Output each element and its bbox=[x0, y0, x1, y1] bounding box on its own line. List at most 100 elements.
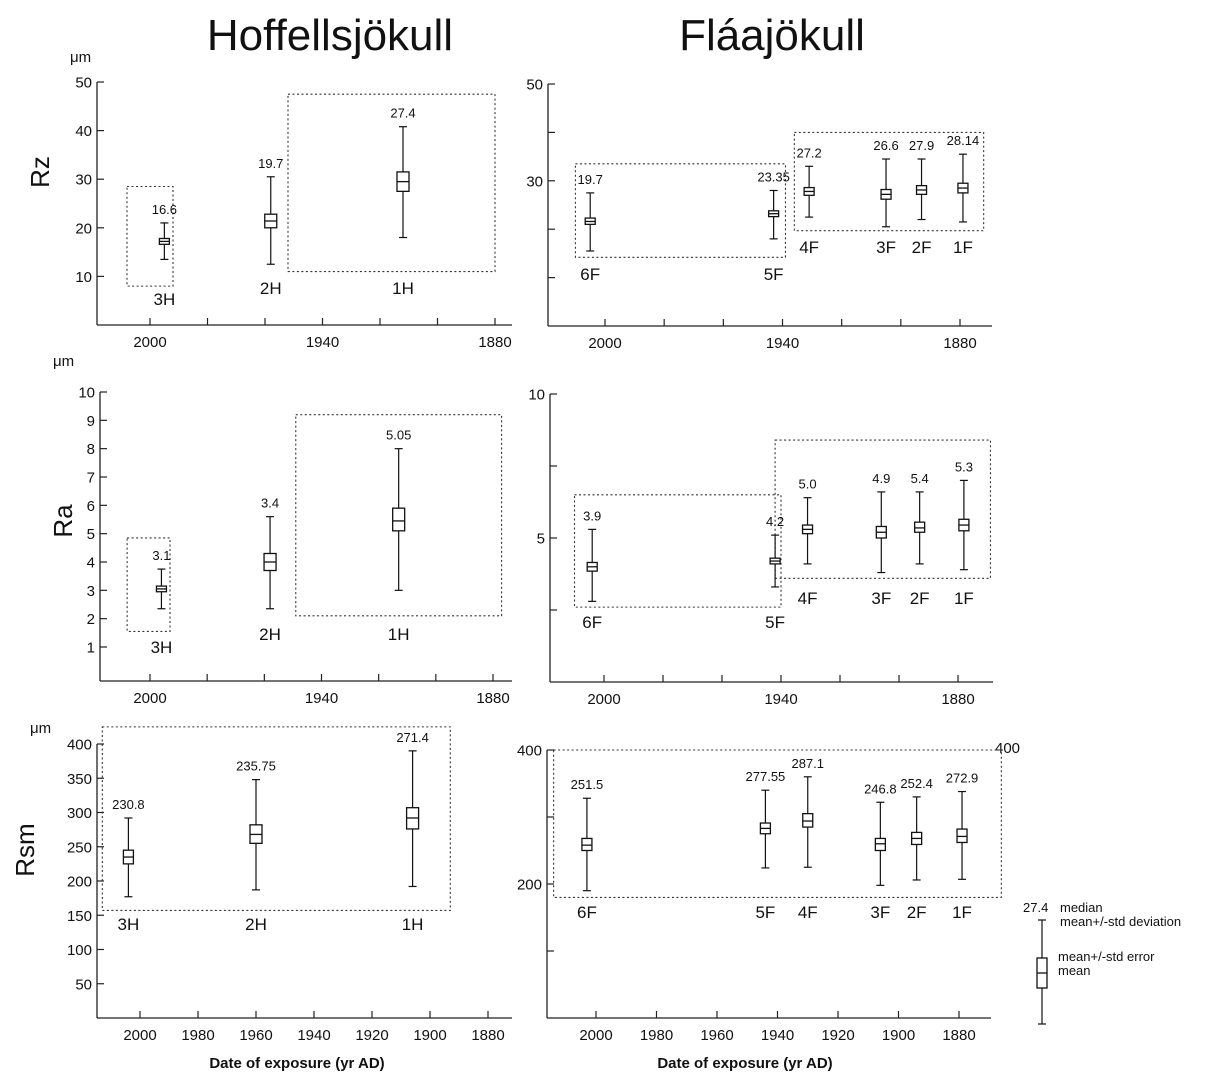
group-label: 1H bbox=[402, 915, 424, 934]
y-tick-label: 50 bbox=[75, 976, 92, 993]
group-label: 3F bbox=[870, 903, 890, 922]
group-box bbox=[774, 439, 991, 579]
group-label: 3H bbox=[154, 290, 176, 309]
x-tick-label: 1900 bbox=[413, 1027, 446, 1044]
group-label: 5F bbox=[765, 613, 785, 632]
x-tick-label: 1980 bbox=[640, 1027, 673, 1044]
x-tick-label: 1940 bbox=[305, 690, 338, 707]
row-label-ra: Ra bbox=[48, 504, 78, 538]
x-tick-label: 1940 bbox=[761, 1027, 794, 1044]
group-label: 1F bbox=[954, 589, 974, 608]
x-tick-label: 1920 bbox=[355, 1027, 388, 1044]
group-label: 6F bbox=[580, 265, 600, 284]
y-tick-label: 40 bbox=[75, 123, 92, 140]
median-label: 287.1 bbox=[791, 756, 824, 771]
group-label: 2F bbox=[912, 238, 932, 257]
x-tick-label: 1940 bbox=[306, 334, 339, 351]
x-tick-label: 1880 bbox=[476, 690, 509, 707]
group-label: 4F bbox=[799, 238, 819, 257]
median-label: 19.7 bbox=[258, 156, 283, 171]
x-tick-label: 2000 bbox=[579, 1027, 612, 1044]
median-label: 235.75 bbox=[236, 759, 276, 774]
group-label: 2H bbox=[259, 625, 281, 644]
se-box bbox=[874, 837, 886, 852]
x-tick-label: 2000 bbox=[133, 334, 166, 351]
legend-value: 27.4 bbox=[1023, 900, 1048, 915]
group-label: 1H bbox=[392, 279, 414, 298]
group-box bbox=[101, 726, 451, 912]
median-label: 28.14 bbox=[947, 133, 980, 148]
se-box bbox=[956, 828, 968, 844]
group-label: 3F bbox=[876, 238, 896, 257]
se-box bbox=[581, 837, 593, 852]
y-tick-label: 400 bbox=[67, 737, 92, 754]
unit-rsm: μm bbox=[30, 720, 51, 737]
median-label: 246.8 bbox=[864, 781, 897, 796]
unit-rz: μm bbox=[70, 49, 91, 66]
group-box bbox=[126, 185, 174, 287]
median-label: 26.6 bbox=[873, 138, 898, 153]
median-label: 277.55 bbox=[746, 769, 786, 784]
median-label: 5.3 bbox=[955, 459, 973, 474]
x-tick-label: 2000 bbox=[588, 335, 621, 352]
y-tick-label: 10 bbox=[78, 385, 95, 402]
y-tick-label: 400 bbox=[517, 743, 542, 760]
median-label: 251.5 bbox=[571, 777, 604, 792]
group-label: 4F bbox=[798, 903, 818, 922]
y-tick-label: 300 bbox=[67, 805, 92, 822]
y-tick-label: 3 bbox=[87, 583, 95, 600]
group-label: 6F bbox=[582, 613, 602, 632]
legend: 27.4 median mean+/-std deviation mean+/-… bbox=[1023, 900, 1181, 1025]
x-tick-label: 2000 bbox=[587, 691, 620, 708]
x-tick-label: 2000 bbox=[123, 1027, 156, 1044]
median-label: 23.35 bbox=[757, 169, 790, 184]
row-label-rsm: Rsm bbox=[10, 823, 40, 876]
y-tick-label: 5 bbox=[537, 531, 545, 548]
median-label: 4.9 bbox=[872, 471, 890, 486]
group-label: 2H bbox=[260, 279, 282, 298]
x-axis-title-right: Date of exposure (yr AD) bbox=[657, 1055, 832, 1072]
panel-hoff_ra: 1 2 3 4 5 6 7 8 9 10 2000 1940 1880 3.1 3H 3.4 2H 5.05 1H bbox=[78, 385, 512, 707]
unit-ra: μm bbox=[53, 353, 74, 370]
legend-mean-std-err: mean+/-std error bbox=[1058, 949, 1155, 964]
median-label: 3.9 bbox=[583, 508, 601, 523]
group-label: 1H bbox=[388, 625, 410, 644]
x-tick-label: 1920 bbox=[821, 1027, 854, 1044]
x-tick-label: 1940 bbox=[764, 691, 797, 708]
group-label: 2F bbox=[910, 589, 930, 608]
x-tick-label: 1940 bbox=[766, 335, 799, 352]
group-label: 2H bbox=[245, 915, 267, 934]
x-tick-label: 1900 bbox=[882, 1027, 915, 1044]
median-label: 5.4 bbox=[911, 471, 929, 486]
y-tick-label: 6 bbox=[87, 498, 95, 515]
group-label: 1F bbox=[953, 238, 973, 257]
group-box bbox=[793, 131, 985, 232]
y-tick-label: 150 bbox=[67, 908, 92, 925]
median-label: 272.9 bbox=[946, 771, 979, 786]
median-label: 27.2 bbox=[796, 145, 821, 160]
x-tick-label: 2000 bbox=[133, 690, 166, 707]
extra-400-label: 400 bbox=[995, 740, 1020, 757]
x-tick-label: 1880 bbox=[942, 1027, 975, 1044]
group-box bbox=[126, 537, 171, 632]
panel-hoff_rz: 10 20 30 40 50 2000 1940 1880 16.6 3H 19.7 2H 27.4 1H bbox=[75, 75, 512, 351]
median-label: 19.7 bbox=[578, 172, 603, 187]
group-label: 3H bbox=[151, 638, 173, 657]
group-label: 4F bbox=[798, 589, 818, 608]
x-axis-title-left: Date of exposure (yr AD) bbox=[209, 1055, 384, 1072]
y-tick-label: 10 bbox=[75, 269, 92, 286]
median-label: 27.9 bbox=[909, 138, 934, 153]
group-box bbox=[553, 749, 1002, 898]
median-label: 252.4 bbox=[900, 776, 933, 791]
x-tick-label: 1980 bbox=[181, 1027, 214, 1044]
y-tick-label: 50 bbox=[526, 77, 543, 94]
se-box bbox=[392, 507, 406, 532]
group-label: 5F bbox=[755, 903, 775, 922]
panels: 10 20 30 40 50 2000 1940 1880 16.6 3H 19.7 2H 27.4 1H… bbox=[67, 75, 1002, 1044]
legend-mean-std-dev: mean+/-std deviation bbox=[1060, 914, 1181, 929]
y-tick-label: 250 bbox=[67, 839, 92, 856]
group-box bbox=[574, 163, 787, 258]
se-box bbox=[914, 521, 926, 533]
y-tick-label: 100 bbox=[67, 942, 92, 959]
